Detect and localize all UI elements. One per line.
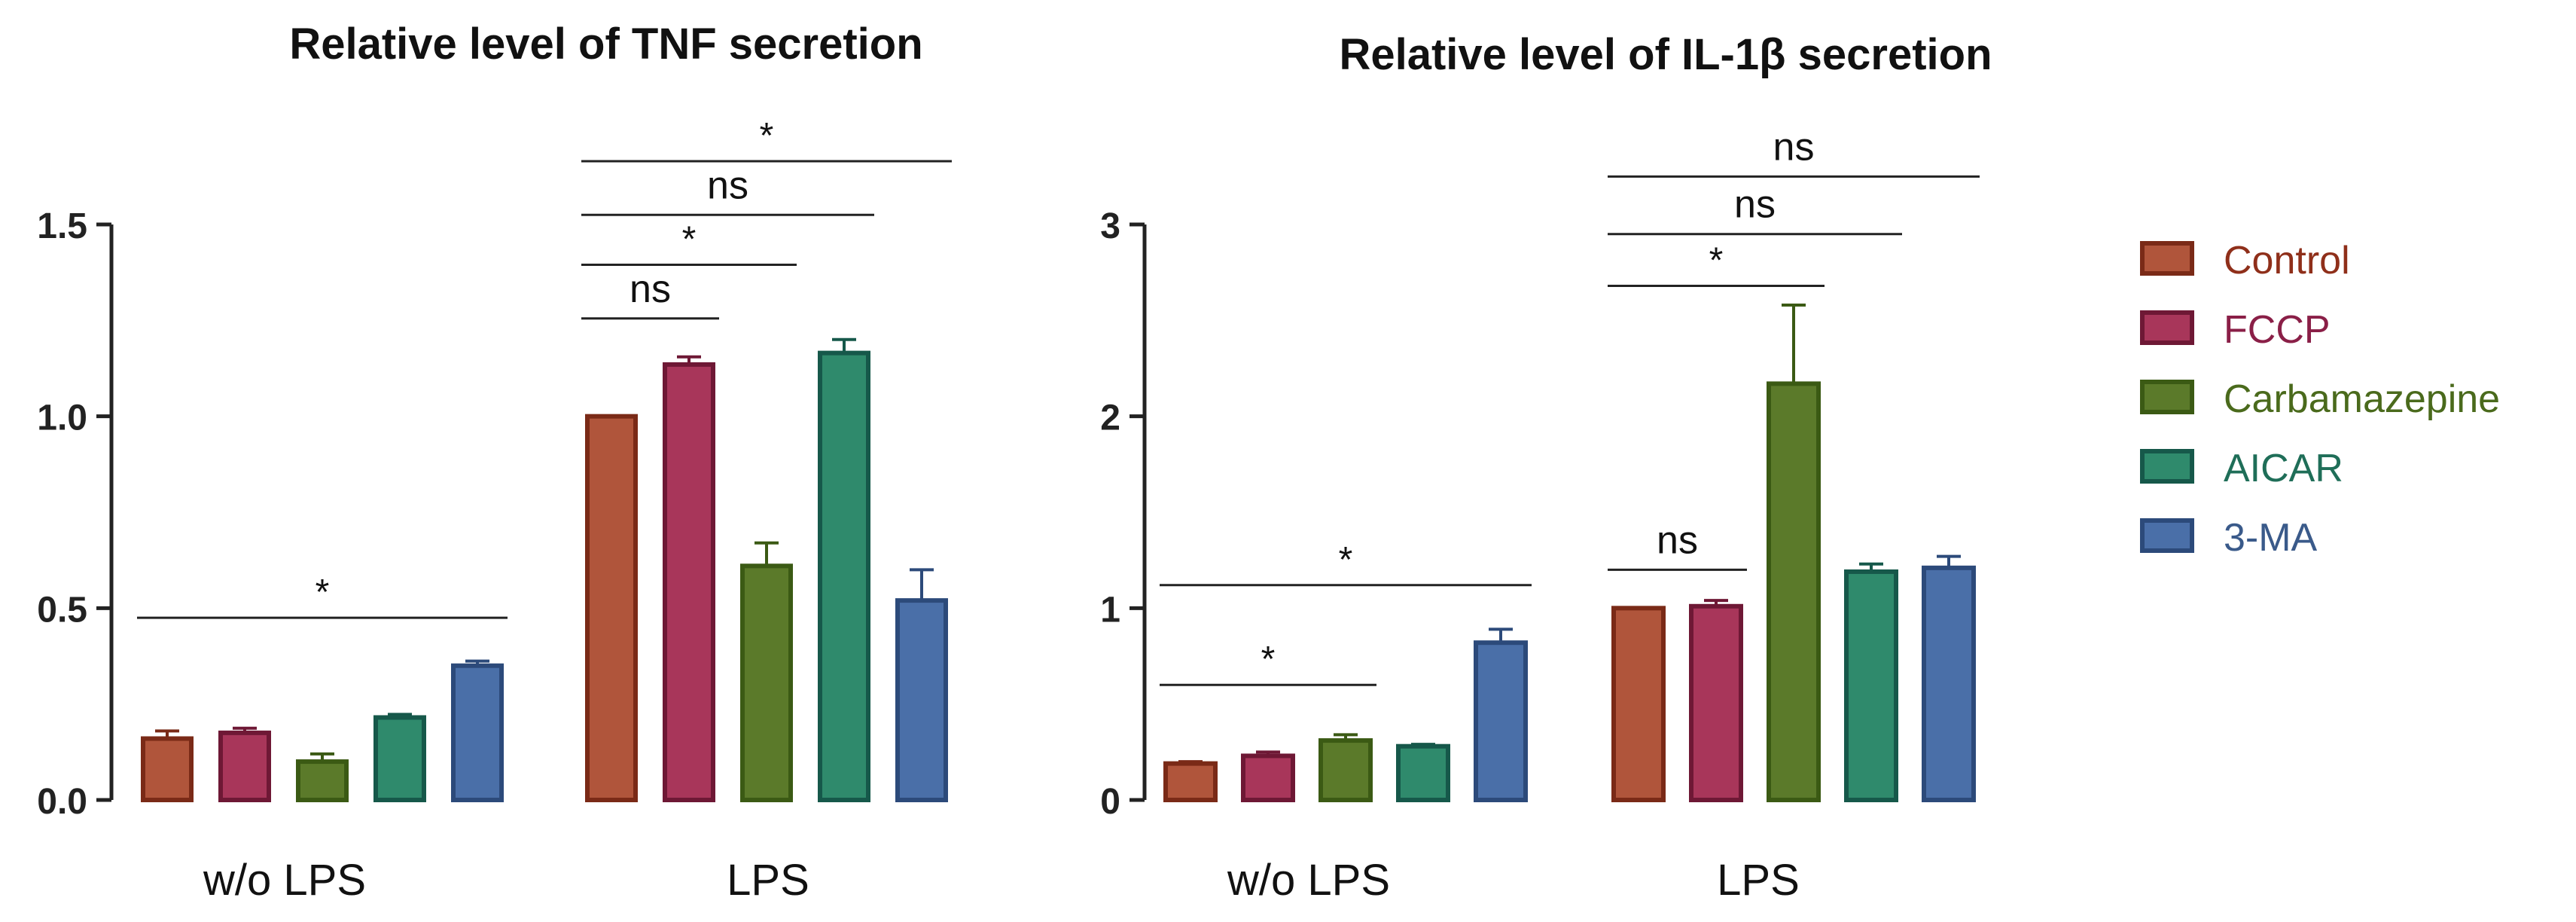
- legend-label: 3-MA: [2224, 516, 2318, 560]
- legend-swatch-aicar: [2140, 449, 2194, 484]
- bar-carbamazepine-1: [296, 759, 349, 802]
- x-category-label: LPS: [727, 856, 809, 905]
- bar-aicar-1: [1396, 743, 1450, 803]
- chart-panel-1: Relative level of TNF secretion 0.0 0.5 1.0…: [37, 20, 952, 905]
- bar-aicar-1: [373, 715, 426, 803]
- chart-panel-2: Relative level of IL-1β secretion 0 1 2 3 w/o…: [1100, 30, 1992, 905]
- significance-label: ns: [630, 267, 671, 311]
- y-tick-label: 0.0: [37, 782, 87, 822]
- legend: Control FCCP Carbamazepine AICAR 3-MA: [2140, 239, 2500, 560]
- significance-label: *: [316, 572, 330, 612]
- bar-carbamazepine-1: [1318, 738, 1373, 803]
- bar-fccp-2: [663, 362, 715, 802]
- chart-title: Relative level of TNF secretion: [289, 20, 922, 69]
- bar-aicar-2: [1844, 569, 1898, 802]
- significance-label: ns: [707, 163, 748, 207]
- significance-label: ns: [1773, 125, 1815, 169]
- significance-label: ns: [1657, 518, 1698, 562]
- bar-control-2: [585, 414, 638, 803]
- y-tick-label: 0.5: [37, 590, 87, 630]
- bar-fccp-1: [218, 730, 271, 802]
- legend-label: AICAR: [2224, 447, 2343, 490]
- x-category-label: LPS: [1717, 856, 1800, 905]
- bar-carbamazepine-2: [740, 563, 793, 802]
- legend-label: FCCP: [2224, 308, 2331, 352]
- significance-label: *: [760, 116, 774, 156]
- bar-control-2: [1611, 606, 1666, 802]
- bar-3-ma-2: [1922, 565, 1976, 802]
- significance-label: ns: [1734, 183, 1776, 227]
- significance-label: *: [1709, 240, 1724, 280]
- legend-swatch-control: [2140, 241, 2194, 276]
- bar-fccp-2: [1689, 603, 1743, 803]
- bar-3-ma-2: [895, 598, 948, 802]
- legend-swatch-carbamazepine: [2140, 380, 2194, 414]
- y-tick-label: 1.0: [37, 398, 87, 438]
- y-tick-label: 1: [1100, 590, 1120, 630]
- legend-swatch-fccp: [2140, 310, 2194, 345]
- chart-title: Relative level of IL-1β secretion: [1339, 30, 1992, 79]
- y-tick-label: 2: [1100, 398, 1120, 438]
- significance-label: *: [682, 219, 697, 259]
- y-tick-label: 0: [1100, 782, 1120, 822]
- legend-label: Carbamazepine: [2224, 377, 2500, 421]
- bar-aicar-2: [818, 350, 870, 803]
- legend-label: Control: [2224, 239, 2350, 282]
- bar-3-ma-1: [1474, 640, 1528, 802]
- bar-3-ma-1: [451, 663, 504, 802]
- x-category-label: w/o LPS: [1227, 856, 1390, 905]
- bar-control-1: [141, 736, 194, 802]
- legend-swatch-3-ma: [2140, 518, 2194, 553]
- x-category-label: w/o LPS: [203, 856, 366, 905]
- y-tick-label: 3: [1100, 206, 1120, 246]
- y-tick-label: 1.5: [37, 206, 87, 246]
- significance-label: *: [1261, 640, 1276, 679]
- bar-fccp-1: [1241, 753, 1295, 803]
- bar-carbamazepine-2: [1767, 381, 1821, 802]
- significance-label: *: [1339, 540, 1353, 580]
- bar-control-1: [1163, 761, 1218, 803]
